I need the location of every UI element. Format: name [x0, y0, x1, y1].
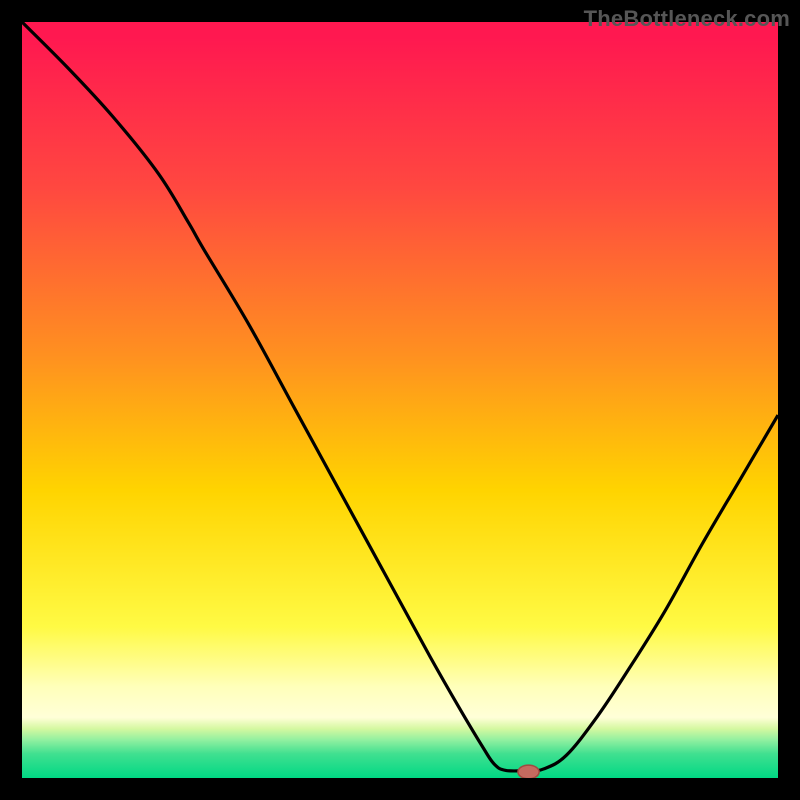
watermark-text: TheBottleneck.com: [584, 6, 790, 32]
bottleneck-chart: [22, 22, 778, 778]
optimal-marker: [518, 765, 539, 778]
gradient-background: [22, 22, 778, 778]
chart-frame: [22, 22, 778, 778]
